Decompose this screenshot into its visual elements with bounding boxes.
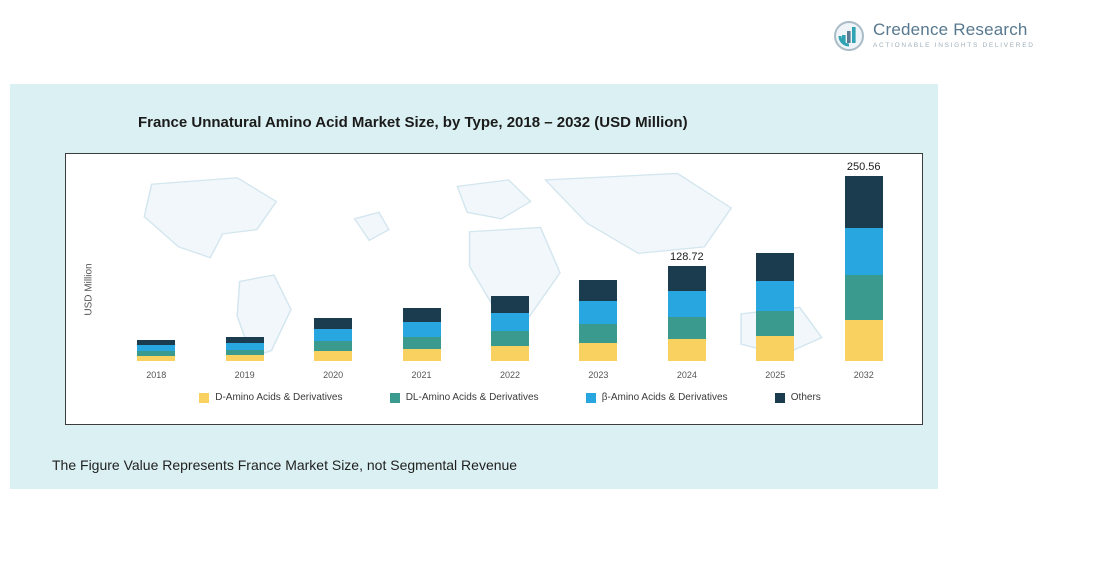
bar-segment	[314, 351, 353, 361]
bar-segment	[402, 348, 441, 361]
bar-column-2018: 2018	[125, 161, 187, 380]
x-axis-label: 2020	[323, 370, 344, 380]
bar-segment	[844, 319, 883, 361]
legend-item: DL-Amino Acids & Derivatives	[389, 392, 539, 403]
x-axis-label: 2032	[853, 370, 874, 380]
brand-tagline: Actionable Insights Delivered	[873, 42, 1035, 49]
plot: USD Million 2018 2019 2020 2021 2022 2023 128.…	[66, 154, 922, 424]
bar-segment	[844, 275, 883, 320]
legend-label: D-Amino Acids & Derivatives	[215, 392, 343, 403]
bar-segment	[756, 336, 795, 361]
x-axis-label: 2022	[499, 370, 520, 380]
bar-segment	[314, 318, 353, 330]
bar-segment	[490, 346, 529, 361]
legend-label: DL-Amino Acids & Derivatives	[405, 392, 539, 403]
bar-value-label: 128.72	[670, 250, 704, 263]
x-axis-label: 2018	[146, 370, 167, 380]
bar-column-2019: 2019	[214, 161, 276, 380]
bar-segment	[137, 355, 176, 361]
bar-column-2024: 128.72 2024	[656, 161, 718, 380]
bars-row: 2018 2019 2020 2021 2022 2023 128.72 2024 2025 25…	[112, 158, 908, 380]
bar-segment	[225, 355, 264, 361]
bar-segment	[402, 336, 441, 349]
bar-segment	[844, 175, 883, 229]
bar-chart-icon	[834, 21, 864, 51]
bar-stack	[579, 280, 618, 361]
bar-segment	[579, 342, 618, 361]
bar-segment	[137, 351, 176, 356]
bar-stack	[137, 339, 176, 361]
bar-column-2032: 250.56 2032	[833, 161, 895, 380]
x-axis-label: 2023	[588, 370, 609, 380]
brand-name: Credence Research	[873, 20, 1028, 39]
bar-column-2023: 2023	[567, 161, 629, 380]
bar-stack	[667, 265, 706, 361]
bar-segment	[225, 342, 264, 350]
bar-segment	[844, 228, 883, 276]
x-axis-label: 2021	[411, 370, 432, 380]
bar-column-2025: 2025	[744, 161, 806, 380]
bar-stack	[225, 336, 264, 361]
chart-footnote: The Figure Value Represents France Marke…	[52, 457, 518, 473]
bar-segment	[667, 265, 706, 291]
bar-stack	[402, 307, 441, 361]
bar-stack	[490, 295, 529, 361]
brand-logo: Credence Research Actionable Insights De…	[833, 20, 1035, 52]
bar-segment	[579, 280, 618, 302]
legend-item: Others	[774, 392, 821, 403]
y-axis-label: USD Million	[83, 262, 95, 316]
x-axis-label: 2024	[676, 370, 697, 380]
bar-segment	[137, 339, 176, 346]
bar-stack	[756, 252, 795, 361]
bar-segment	[579, 301, 618, 324]
bar-segment	[314, 341, 353, 352]
bar-column-2022: 2022	[479, 161, 541, 380]
legend-swatch	[774, 392, 785, 403]
bar-stack	[844, 175, 883, 361]
legend-swatch	[389, 392, 400, 403]
bar-column-2020: 2020	[302, 161, 364, 380]
x-axis-label: 2019	[234, 370, 255, 380]
legend-item: D-Amino Acids & Derivatives	[199, 392, 342, 403]
legend-swatch	[585, 392, 596, 403]
legend-label: β-Amino Acids & Derivatives	[601, 392, 728, 403]
chart-legend: D-Amino Acids & Derivatives DL-Amino Acid…	[112, 392, 908, 403]
chart-title: France Unnatural Amino Acid Market Size,…	[138, 114, 688, 131]
bar-segment	[667, 317, 706, 340]
bar-segment	[225, 349, 264, 356]
bar-segment	[490, 295, 529, 313]
bar-segment	[314, 329, 353, 342]
bar-segment	[756, 252, 795, 281]
bar-segment	[579, 324, 618, 343]
bar-segment	[490, 312, 529, 332]
bar-segment	[137, 345, 176, 352]
legend-label: Others	[790, 392, 821, 403]
report-panel: France Unnatural Amino Acid Market Size,…	[10, 84, 938, 489]
x-axis-label: 2025	[765, 370, 786, 380]
legend-swatch	[199, 392, 210, 403]
bar-segment	[756, 311, 795, 337]
bar-segment	[490, 331, 529, 347]
bar-segment	[402, 321, 441, 337]
bar-stack	[314, 318, 353, 361]
bar-segment	[402, 307, 441, 322]
bar-segment	[667, 339, 706, 361]
bar-column-2021: 2021	[391, 161, 453, 380]
chart-plot-area: USD Million 2018 2019 2020 2021 2022 2023 128.…	[65, 153, 923, 425]
bar-segment	[667, 290, 706, 318]
bar-value-label: 250.56	[846, 160, 881, 173]
bar-segment	[225, 336, 264, 343]
legend-item: β-Amino Acids & Derivatives	[585, 392, 728, 403]
bar-segment	[756, 280, 795, 312]
